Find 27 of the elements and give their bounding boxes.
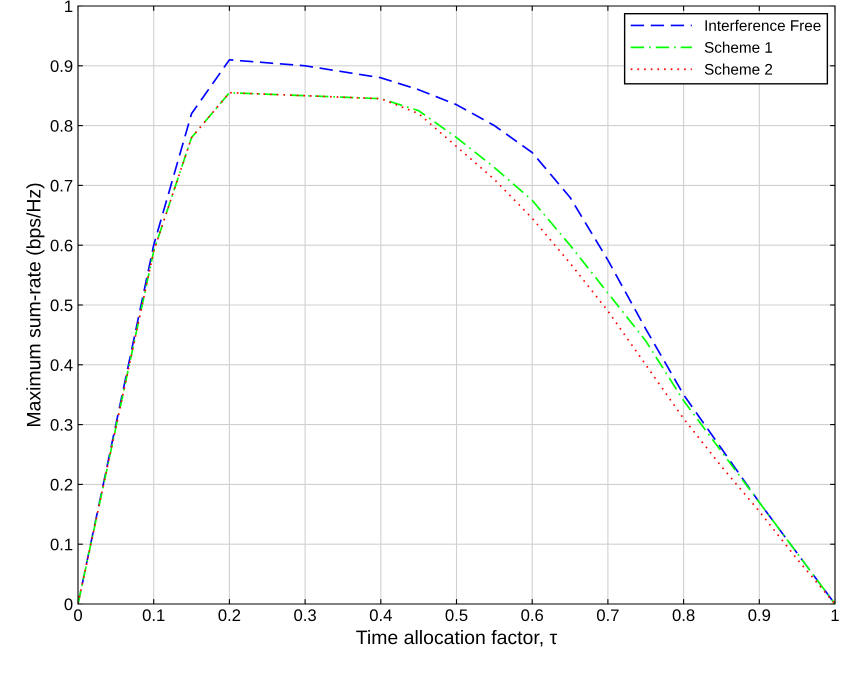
y-tick-label: 0.4 [50,359,73,372]
y-tick-label: 0.5 [50,299,72,312]
x-tick-label: 0.8 [672,609,694,622]
x-tick-label: 0.6 [521,609,544,622]
x-axis-title: Time allocation factor, τ [356,630,558,647]
y-tick-label: 0.8 [50,120,72,132]
x-tick-label: 0.4 [370,609,392,622]
x-tick-label: 0.5 [446,609,468,622]
x-tick-label: 0.1 [142,609,164,622]
y-tick-label: 1 [65,0,72,12]
legend-label: Interference Free [705,20,821,31]
y-tick-label: 0.9 [50,60,72,72]
y-tick-label: 0 [64,598,72,610]
y-tick-label: 0.7 [50,180,72,192]
x-tick-label: 0.9 [748,609,770,622]
y-tick-label: 0.1 [50,538,72,550]
y-tick-label: 0.3 [50,419,72,431]
y-axis-title: Maximum sum-rate (bps/Hz) [26,184,44,426]
x-tick-label: 0 [74,609,82,622]
y-tick-label: 0.2 [50,478,72,491]
x-tick-label: 1 [832,609,839,621]
y-tick-label: 0.6 [50,240,72,252]
x-tick-label: 0.7 [596,609,619,622]
x-tick-label: 0.3 [294,609,316,622]
legend-label: Scheme 1 [704,42,772,53]
x-tick-label: 0.2 [218,609,240,622]
legend-label: Scheme 2 [704,64,772,75]
